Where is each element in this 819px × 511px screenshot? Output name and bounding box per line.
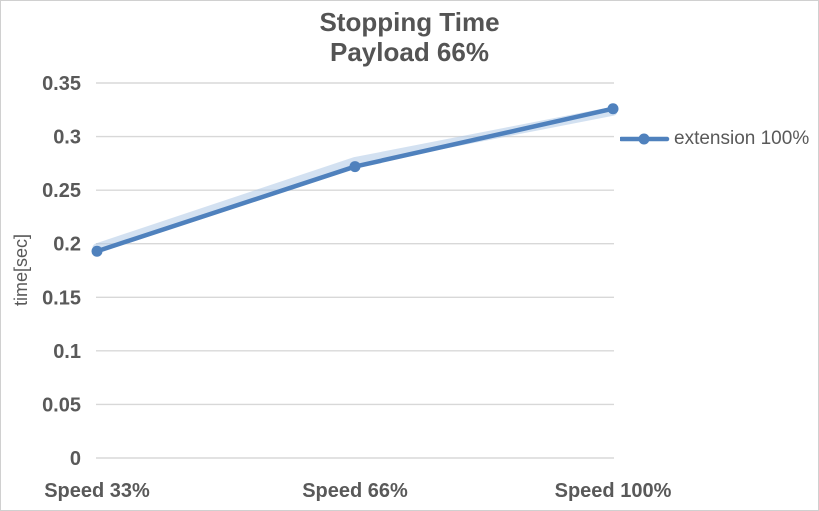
chart-title-line2: Payload 66% [330, 37, 489, 67]
legend-series-label: extension 100% [674, 128, 810, 149]
y-axis-tick-label: 0.3 [53, 127, 81, 149]
y-axis-tick-label: 0.05 [42, 394, 81, 416]
y-axis-tick-label: 0 [70, 448, 81, 470]
x-axis-tick-label: Speed 100% [555, 480, 672, 502]
legend-line-marker-icon [620, 133, 670, 145]
x-axis-tick-label: Speed 33% [44, 480, 150, 502]
chart-title: Stopping Time Payload 66% [1, 7, 818, 67]
x-axis-tick-label: Speed 66% [302, 480, 408, 502]
y-axis-tick-label: 0.25 [42, 180, 81, 202]
legend[interactable]: extension 100% [620, 128, 809, 150]
series-data-point-marker [91, 245, 103, 257]
y-axis-tick-label: 0.15 [42, 287, 81, 309]
series-data-point-marker [349, 161, 361, 173]
y-axis-tick-label: 0.2 [53, 234, 81, 256]
chart-title-line1: Stopping Time [319, 7, 500, 37]
series-data-point-marker [607, 103, 619, 115]
y-axis-tick-label: 0.35 [42, 73, 81, 95]
y-axis-tick-label: 0.1 [53, 341, 81, 363]
